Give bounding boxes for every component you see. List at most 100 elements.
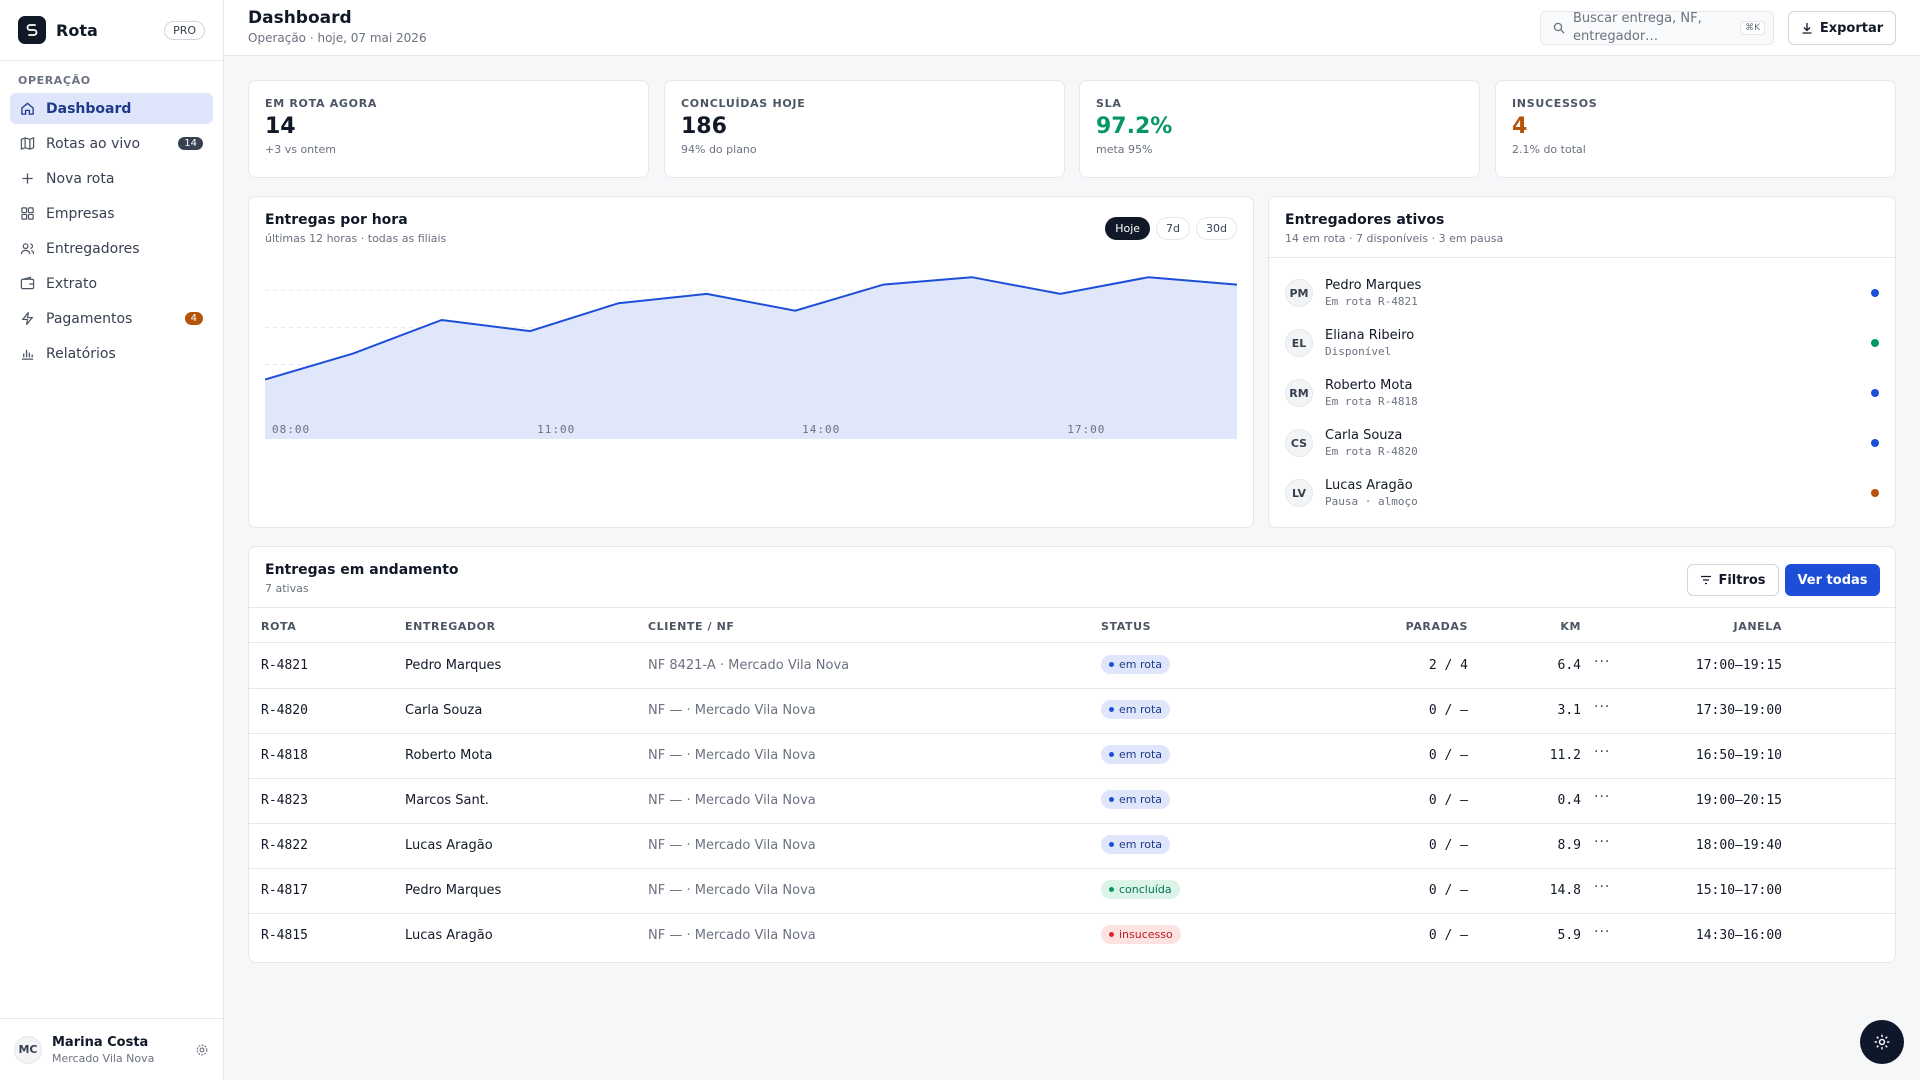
bolt-icon	[21, 312, 34, 325]
data-point-10:00[interactable]	[436, 314, 448, 326]
cell-rota: R-4823	[261, 793, 308, 808]
data-point-13:00[interactable]	[701, 288, 713, 300]
column-header[interactable]: STATUS	[1101, 620, 1152, 633]
cell-paradas: 0 / —	[1428, 748, 1468, 763]
kpi-note: 94% do plano	[681, 143, 757, 156]
kpi-value: 186	[681, 114, 727, 139]
driver-item[interactable]: LV Lucas Aragão Pausa · almoço	[1269, 468, 1895, 518]
cell-cliente: NF — · Mercado Vila Nova	[648, 838, 816, 853]
sidebar-item-extrato[interactable]: Extrato	[10, 268, 213, 299]
filter-icon	[1701, 575, 1712, 585]
status-dot	[1109, 707, 1114, 712]
row-menu-button[interactable]: ···	[1594, 654, 1611, 670]
data-point-14:00[interactable]	[789, 305, 801, 317]
column-header[interactable]: ROTA	[261, 620, 297, 633]
search-input[interactable]: Buscar entrega, NF, entregador…	[1573, 11, 1702, 44]
cell-km: 3.1	[1557, 703, 1581, 718]
row-menu-button[interactable]: ···	[1594, 924, 1611, 940]
data-point-11:00[interactable]	[524, 325, 536, 337]
status-dot	[1871, 339, 1879, 347]
sidebar-item-label: Empresas	[46, 205, 115, 222]
deliveries-title: Entregas em andamento	[265, 562, 459, 578]
settings-fab[interactable]	[1860, 1020, 1904, 1064]
table-row[interactable]: R-4817 Pedro Marques NF — · Mercado Vila N…	[249, 869, 1895, 914]
row-menu-button[interactable]: ···	[1594, 789, 1611, 805]
driver-name: Lucas Aragão	[1325, 478, 1413, 493]
kpi-value: 4	[1512, 114, 1528, 139]
status-label: em rota	[1119, 748, 1163, 761]
kpi-label: SLA	[1096, 97, 1122, 110]
column-header[interactable]: CLIENTE / NF	[648, 620, 735, 633]
driver-item[interactable]: RM Roberto Mota Em rota R-4818	[1269, 368, 1895, 418]
row-menu-button[interactable]: ···	[1594, 699, 1611, 715]
data-point-17:00[interactable]	[1054, 288, 1066, 300]
sidebar-item-relatorios[interactable]: Relatórios	[10, 338, 213, 369]
data-point-16:00[interactable]	[966, 271, 978, 283]
table-row[interactable]: R-4822 Lucas Aragão NF — · Mercado Vila No…	[249, 824, 1895, 869]
status-dot	[1109, 797, 1114, 802]
export-label: Exportar	[1819, 20, 1884, 36]
avatar: PM	[1285, 279, 1313, 307]
sidebar-nav: Dashboard Rotas ao vivo 14 Nova rota Emp…	[0, 93, 223, 369]
cell-km: 14.8	[1549, 883, 1581, 898]
sidebar-item-pagamentos[interactable]: Pagamentos 4	[10, 303, 213, 334]
column-header[interactable]: ENTREGADOR	[405, 620, 496, 633]
cell-cliente: NF — · Mercado Vila Nova	[648, 793, 816, 808]
cell-km: 8.9	[1557, 838, 1581, 853]
table-row[interactable]: R-4815 Lucas Aragão NF — · Mercado Vila No…	[249, 914, 1895, 959]
cell-km: 11.2	[1549, 748, 1581, 763]
driver-item[interactable]: PM Pedro Marques Em rota R-4821	[1269, 268, 1895, 318]
row-menu-button[interactable]: ···	[1594, 879, 1611, 895]
user-profile[interactable]: MC Marina Costa Mercado Vila Nova	[0, 1018, 223, 1080]
sidebar: Rota PRO OPERAÇÃO Dashboard Rotas ao viv…	[0, 0, 224, 1080]
status-dot	[1871, 289, 1879, 297]
cell-janela: 17:30–19:00	[1695, 703, 1782, 718]
brand-logo-icon[interactable]	[18, 16, 46, 44]
driver-text: Roberto Mota Em rota R-4818	[1325, 378, 1418, 408]
sidebar-item-empresas[interactable]: Empresas	[10, 198, 213, 229]
export-button[interactable]: Exportar	[1788, 11, 1896, 45]
data-point-15:00[interactable]	[878, 279, 890, 291]
cell-rota: R-4818	[261, 748, 308, 763]
deliveries-subtitle: 7 ativas	[265, 582, 309, 595]
status-badge: em rota	[1101, 655, 1171, 674]
tab-30d[interactable]: 30d	[1196, 217, 1237, 240]
gear-icon[interactable]	[195, 1043, 209, 1057]
cell-rota: R-4822	[261, 838, 308, 853]
table-row[interactable]: R-4820 Carla Souza NF — · Mercado Vila Nov…	[249, 689, 1895, 734]
chart-subtitle: últimas 12 horas · todas as filiais	[265, 232, 447, 245]
data-point-12:00[interactable]	[612, 297, 624, 309]
row-menu-button[interactable]: ···	[1594, 744, 1611, 760]
tab-7d[interactable]: 7d	[1156, 217, 1191, 240]
search-box[interactable]: Buscar entrega, NF, entregador… ⌘K	[1540, 11, 1774, 45]
view-all-button[interactable]: Ver todas	[1785, 564, 1880, 596]
data-point-09:00[interactable]	[347, 347, 359, 359]
cell-entregador: Pedro Marques	[405, 658, 502, 673]
column-header[interactable]: JANELA	[1733, 620, 1782, 633]
tab-hoje[interactable]: Hoje	[1105, 217, 1151, 240]
avatar: EL	[1285, 329, 1313, 357]
sidebar-item-dashboard[interactable]: Dashboard	[10, 93, 213, 124]
sidebar-item-entregadores[interactable]: Entregadores	[10, 233, 213, 264]
data-point-18:00[interactable]	[1143, 271, 1155, 283]
download-icon	[1802, 23, 1812, 34]
sidebar-item-label: Relatórios	[46, 345, 116, 362]
row-menu-button[interactable]: ···	[1594, 834, 1611, 850]
column-header[interactable]: KM	[1560, 620, 1581, 633]
table-row[interactable]: R-4823 Marcos Sant. NF — · Mercado Vila No…	[249, 779, 1895, 824]
table-row[interactable]: R-4821 Pedro Marques NF 8421-A · Mercado V…	[249, 644, 1895, 689]
sidebar-item-rotas-ao-vivo[interactable]: Rotas ao vivo 14	[10, 128, 213, 159]
cell-cliente: NF — · Mercado Vila Nova	[648, 703, 816, 718]
sidebar-item-nova-rota[interactable]: Nova rota	[10, 163, 213, 194]
page-subtitle: Operação · hoje, 07 mai 2026	[248, 31, 427, 45]
driver-item[interactable]: CS Carla Souza Em rota R-4820	[1269, 418, 1895, 468]
filter-button[interactable]: Filtros	[1687, 564, 1779, 596]
column-header[interactable]: PARADAS	[1405, 620, 1468, 633]
driver-item[interactable]: EL Eliana Ribeiro Disponível	[1269, 318, 1895, 368]
status-badge: em rota	[1101, 745, 1171, 764]
cell-cliente: NF — · Mercado Vila Nova	[648, 928, 816, 943]
table-row[interactable]: R-4818 Roberto Mota NF — · Mercado Vila No…	[249, 734, 1895, 779]
count-badge: 14	[178, 137, 203, 150]
kpi-card-sla: SLA 97.2% meta 95%	[1079, 80, 1480, 178]
cell-janela: 18:00–19:40	[1695, 838, 1782, 853]
